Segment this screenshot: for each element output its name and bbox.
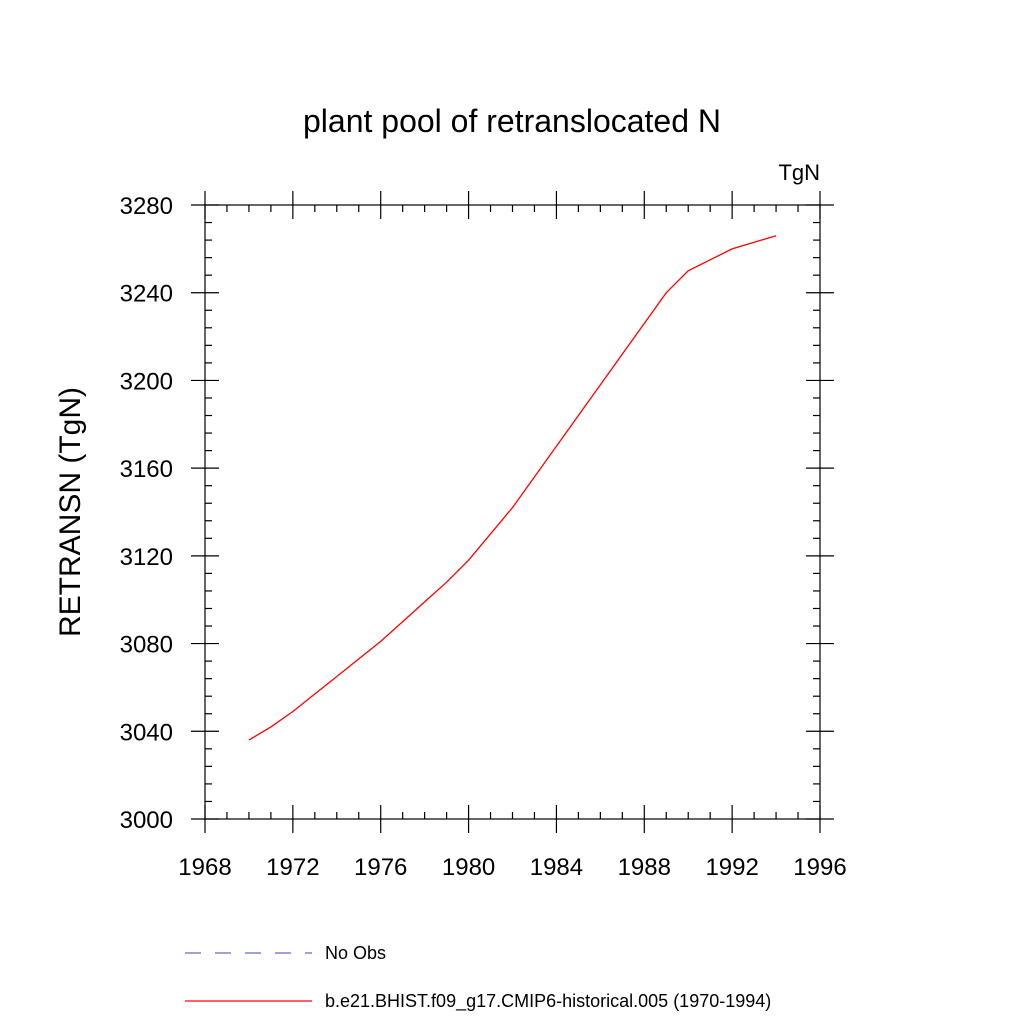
- y-tick-label: 3080: [120, 632, 173, 659]
- x-tick-label: 1992: [705, 854, 758, 881]
- x-tick-label: 1996: [793, 854, 846, 881]
- y-tick-label: 3120: [120, 544, 173, 571]
- legend-label: No Obs: [325, 943, 386, 963]
- plot-frame: [204, 204, 821, 820]
- y-tick-label: 3040: [120, 719, 173, 746]
- x-tick-label: 1976: [354, 854, 407, 881]
- x-tick-label: 1988: [618, 854, 671, 881]
- x-tick-label: 1972: [266, 854, 319, 881]
- y-tick-label: 3000: [120, 807, 173, 834]
- axis-tick-labels: 1968 1972 1976 1980 1984 1988 1992 1996 3000 3040…: [120, 193, 847, 881]
- x-tick-label: 1980: [442, 854, 495, 881]
- chart-title: plant pool of retranslocated N: [303, 103, 721, 139]
- series-lines: [248, 235, 777, 741]
- y-axis-label: RETRANSN (TgN): [54, 387, 87, 637]
- y-tick-label: 3240: [120, 281, 173, 308]
- axis-ticks: [191, 191, 834, 833]
- legend-label: b.e21.BHIST.f09_g17.CMIP6-historical.005…: [325, 991, 771, 1012]
- y-tick-label: 3160: [120, 456, 173, 483]
- y-tick-label: 3200: [120, 368, 173, 395]
- y-tick-label: 3280: [120, 193, 173, 220]
- series-line: [248, 235, 777, 741]
- x-tick-label: 1984: [530, 854, 583, 881]
- legend: No Obs b.e21.BHIST.f09_g17.CMIP6-historic…: [185, 943, 771, 1012]
- x-tick-label: 1968: [178, 854, 231, 881]
- units-label: TgN: [778, 160, 820, 185]
